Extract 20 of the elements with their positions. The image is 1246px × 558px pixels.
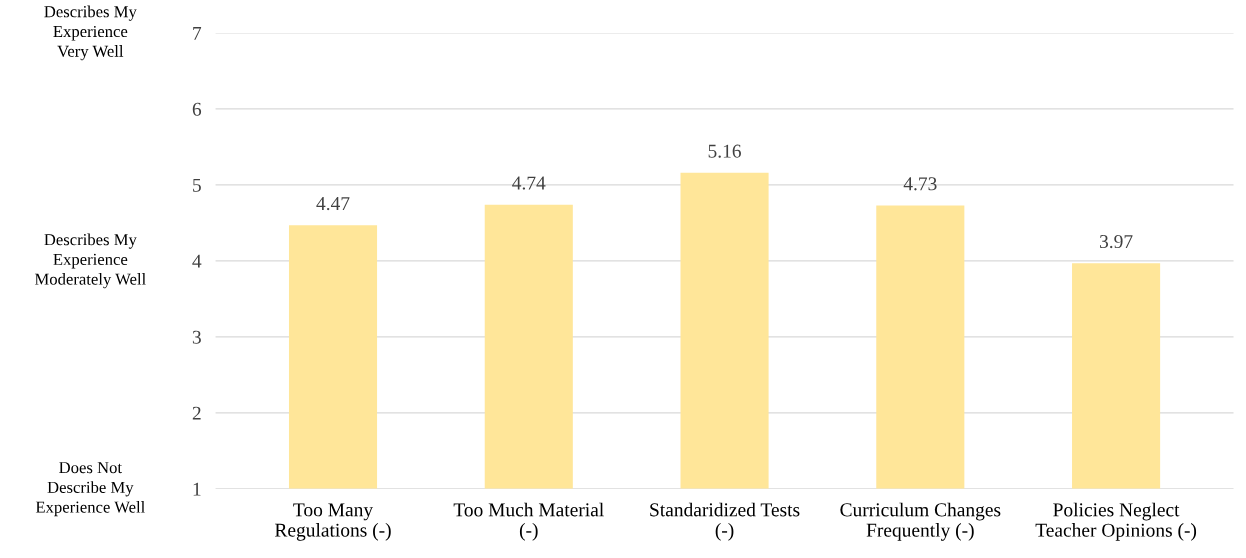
data-label: 3.97 — [1100, 235, 1133, 249]
y-tick-label: 2 — [192, 406, 201, 420]
text: Does Not Describe My Experience Well — [35, 462, 145, 517]
y-tick-label: 5 — [193, 178, 201, 192]
data-label: 4.73 — [903, 177, 937, 191]
text: Describes My Experience Very Well — [44, 5, 137, 61]
data-label: 5.16 — [708, 144, 741, 158]
y-tick-label: 4 — [192, 254, 202, 268]
y-tick-label: 1 — [193, 482, 201, 496]
data-label: 4.74 — [512, 176, 546, 190]
x-tick-label: Too Many Regulations (-) — [274, 503, 391, 541]
y-tick-label: 3 — [192, 330, 201, 344]
y-tick-label: 6 — [192, 102, 202, 116]
x-tick-label: Curriculum Changes Frequently (-) — [840, 502, 1001, 541]
text: Describes My Experience Moderately Well — [34, 233, 146, 289]
x-tick-label: Standaridized Tests (-) — [650, 502, 800, 541]
x-tick-label: Too Much Material (-) — [453, 502, 604, 541]
x-tick-label: Policies Neglect Teacher Opinions (-) — [1035, 502, 1197, 541]
y-tick-label: 7 — [193, 26, 202, 40]
data-label: 4.47 — [316, 197, 350, 211]
